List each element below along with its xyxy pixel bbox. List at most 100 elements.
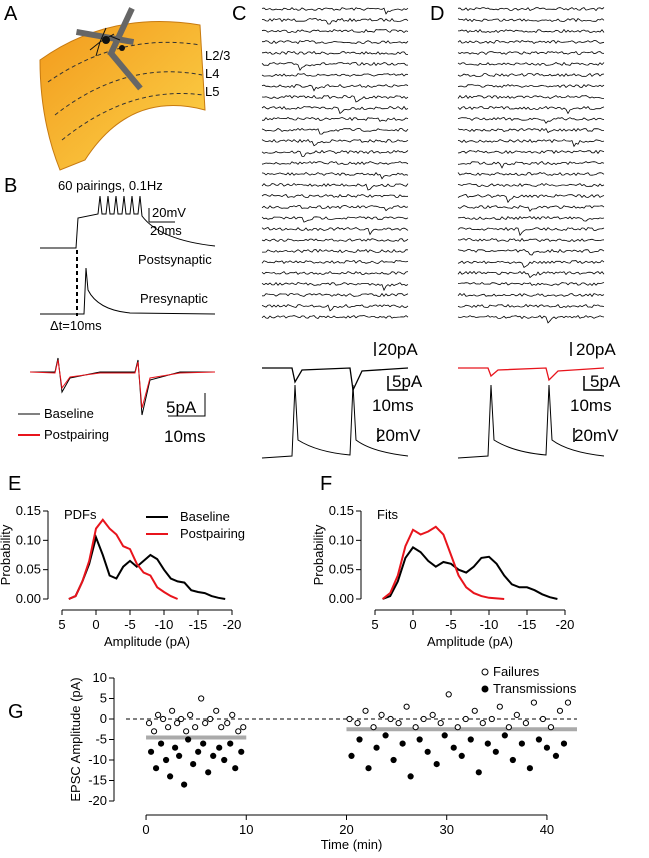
legend-label: Baseline <box>44 406 94 421</box>
raw-trace <box>457 28 605 34</box>
scale-label: 5pA <box>166 398 197 417</box>
point <box>362 707 369 714</box>
x-tick-label: -15 <box>518 617 537 632</box>
raw-trace <box>262 248 409 253</box>
raw-trace <box>457 160 605 169</box>
x-tick-label: 40 <box>540 822 554 837</box>
panel-label: B <box>4 175 17 197</box>
point <box>522 720 529 727</box>
point <box>187 711 194 719</box>
point <box>492 748 499 755</box>
point <box>390 756 397 764</box>
cortex-slab <box>39 7 206 171</box>
raw-trace <box>261 270 409 275</box>
point <box>145 720 153 727</box>
layer-label: L4 <box>205 66 219 81</box>
scale-bar <box>570 342 604 442</box>
point <box>407 773 414 780</box>
point <box>202 720 209 727</box>
point <box>190 761 197 768</box>
protocol: 60 pairings, 0.1Hz <box>58 178 163 193</box>
x-tick-label: -5 <box>445 617 457 632</box>
point <box>235 728 242 735</box>
raw-trace <box>457 205 605 212</box>
raw-trace <box>261 315 409 319</box>
panel-label: G <box>8 701 24 723</box>
raw-trace <box>261 84 409 92</box>
raw-trace <box>261 205 409 212</box>
point <box>232 765 239 772</box>
y-tick-label: -10 <box>88 752 107 767</box>
delay-label: Δt=10ms <box>50 318 102 333</box>
point <box>399 740 406 747</box>
point <box>484 740 491 747</box>
point <box>467 736 474 743</box>
point <box>458 752 465 760</box>
y-axis-label: Probability <box>311 524 326 585</box>
point <box>513 711 520 719</box>
point <box>159 715 167 723</box>
raw-trace <box>261 73 409 77</box>
series-line <box>68 534 226 600</box>
scale-label: 5pA <box>392 372 423 391</box>
point <box>420 715 427 723</box>
x-tick-label: 10 <box>239 822 253 837</box>
raw-trace <box>261 292 409 297</box>
raw-trace <box>261 50 409 55</box>
point <box>152 765 160 772</box>
raw-trace <box>457 215 605 222</box>
raw-trace <box>457 315 605 324</box>
point <box>429 711 436 719</box>
raw-trace <box>457 138 605 148</box>
point <box>535 736 543 743</box>
x-axis-label: Amplitude (pA) <box>427 634 513 649</box>
raw-trace <box>457 127 605 134</box>
raw-trace <box>457 7 605 12</box>
x-tick-label: 0 <box>409 617 416 632</box>
trace-label: Presynaptic <box>140 291 208 306</box>
panel-label: C <box>232 3 246 25</box>
x-tick-label: 0 <box>92 617 99 632</box>
average-trace <box>262 367 409 393</box>
y-tick-label: -20 <box>88 793 107 808</box>
point <box>412 724 419 731</box>
point <box>183 728 190 735</box>
point <box>221 756 228 764</box>
point <box>195 748 202 755</box>
point <box>210 752 217 760</box>
point <box>240 724 247 731</box>
point <box>556 707 564 714</box>
raw-trace <box>457 117 605 124</box>
point <box>176 752 183 760</box>
raw-trace <box>457 105 605 115</box>
x-axis-label: Amplitude (pA) <box>104 634 190 649</box>
point <box>382 732 389 739</box>
point <box>157 740 165 747</box>
y-tick-label: 5 <box>100 691 107 706</box>
raw-trace <box>457 292 605 298</box>
x-axis-label: Time (min) <box>321 837 383 852</box>
point <box>147 748 155 755</box>
point <box>224 720 231 727</box>
point <box>373 744 380 751</box>
scale-label: 10ms <box>372 396 414 415</box>
raw-trace <box>457 172 605 177</box>
point <box>198 695 205 702</box>
point <box>488 715 495 723</box>
x-tick-label: 0 <box>142 822 149 837</box>
point <box>378 711 385 719</box>
point <box>154 711 162 719</box>
point <box>387 715 394 723</box>
raw-trace <box>261 116 409 122</box>
raw-trace <box>261 172 409 180</box>
raw-trace <box>261 304 409 312</box>
raw-trace <box>457 259 605 268</box>
point <box>471 707 478 714</box>
y-tick-label: 10 <box>93 670 107 685</box>
point <box>162 756 170 764</box>
scale-label: 10ms <box>570 396 612 415</box>
raw-trace <box>261 193 409 198</box>
point <box>505 724 512 731</box>
point <box>213 707 220 714</box>
raw-trace <box>261 17 409 25</box>
